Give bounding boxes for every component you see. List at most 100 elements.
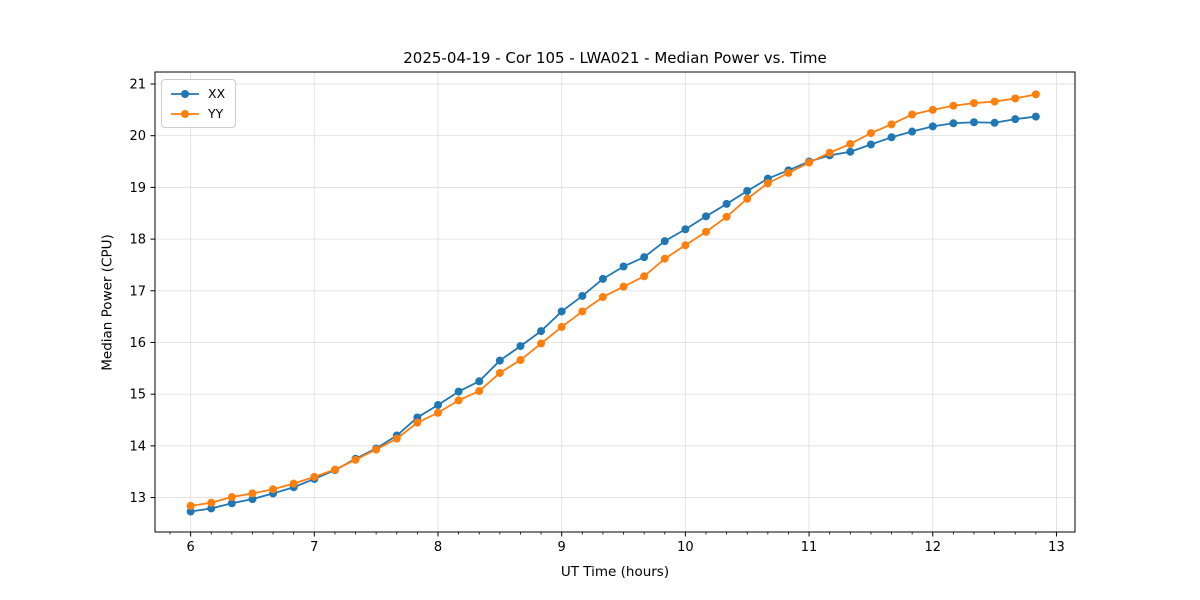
series-yy-point — [310, 472, 319, 481]
series-yy-point — [681, 241, 690, 250]
series-xx-point — [434, 401, 443, 410]
y-tick-label: 20 — [129, 129, 146, 144]
series-yy-point — [640, 272, 649, 281]
series-xx-point — [866, 140, 875, 149]
series-yy-point — [289, 479, 298, 488]
series-yy-point — [207, 498, 216, 507]
series-xx-point — [640, 253, 649, 262]
series-xx-point — [908, 127, 917, 136]
series-xx-point — [516, 342, 525, 351]
y-tick-label: 16 — [129, 336, 146, 351]
series-yy-point — [949, 101, 958, 110]
series-xx-point — [1011, 115, 1020, 124]
x-tick-label: 10 — [677, 540, 694, 555]
axes-spine — [154, 71, 1076, 533]
legend-label-yy: YY — [208, 106, 224, 121]
legend: XX YY — [161, 79, 237, 128]
series-xx-point — [598, 274, 607, 283]
series-yy-point — [846, 139, 855, 148]
series-yy-point — [990, 97, 999, 106]
series-yy-point — [537, 339, 546, 348]
series-yy-point — [351, 455, 360, 464]
series-yy-point — [722, 212, 731, 221]
y-tick-label: 13 — [129, 491, 146, 506]
series-yy-point — [557, 322, 566, 331]
series-xx-point — [887, 133, 896, 142]
series-xx-point — [619, 262, 628, 271]
series-yy-point — [578, 307, 587, 316]
series-xx-point — [743, 187, 752, 196]
series-yy-point — [619, 282, 628, 291]
series-yy-point — [887, 120, 896, 129]
y-tick-label: 17 — [129, 284, 146, 299]
series-yy-point — [516, 356, 525, 365]
series-xx-point — [248, 495, 257, 504]
legend-sample-yy — [171, 109, 199, 118]
series-yy-point — [1031, 90, 1040, 99]
series-yy-point — [660, 254, 669, 263]
series-yy-point — [866, 129, 875, 138]
legend-marker-yy — [181, 109, 189, 118]
x-tick-label: 8 — [434, 540, 442, 555]
series-yy-point — [598, 292, 607, 301]
series-xx-point — [227, 499, 236, 508]
series-xx-point — [928, 122, 937, 131]
x-tick-label: 6 — [186, 540, 194, 555]
series-yy-point — [805, 158, 814, 167]
series-xx-point — [681, 225, 690, 234]
series-yy-point — [434, 408, 443, 417]
series-xx-point — [722, 199, 731, 208]
series-yy-point — [269, 485, 278, 494]
x-tick-label: 12 — [924, 540, 941, 555]
y-tick-label: 15 — [129, 388, 146, 403]
series-yy-point — [454, 396, 463, 405]
series-yy-point — [495, 368, 504, 377]
series-yy-point — [928, 105, 937, 114]
legend-marker-xx — [181, 89, 189, 98]
series-xx-point — [1031, 112, 1040, 121]
legend-item-xx: XX — [170, 86, 225, 101]
legend-sample-xx — [171, 89, 199, 98]
series-xx-point — [578, 291, 587, 300]
x-axis-label: UT Time (hours) — [560, 564, 670, 580]
series-yy-point — [784, 168, 793, 177]
y-axis-label: Median Power (CPU) — [99, 234, 116, 371]
chart-title: 2025-04-19 - Cor 105 - LWA021 - Median P… — [403, 49, 827, 67]
series-xx-point — [537, 327, 546, 336]
series-yy-point — [701, 227, 710, 236]
series-yy-line — [189, 93, 1037, 507]
x-tick-label: 9 — [558, 540, 566, 555]
series-yy-point — [227, 493, 236, 502]
series-yy-point — [825, 148, 834, 157]
series-yy-point — [763, 179, 772, 188]
series-xx-point — [701, 212, 710, 221]
series-xx-point — [475, 377, 484, 386]
series-yy-point — [392, 434, 401, 443]
series-xx-point — [186, 507, 195, 516]
x-tick-label: 13 — [1048, 540, 1065, 555]
series-yy-point — [330, 465, 339, 474]
y-tick-label: 18 — [129, 233, 146, 248]
series-xx-point — [990, 118, 999, 127]
series-xx-point — [949, 119, 958, 128]
legend-item-yy: YY — [170, 106, 225, 121]
series-yy-point — [372, 445, 381, 454]
series-yy-point — [743, 194, 752, 203]
series-xx-point — [846, 147, 855, 156]
x-tick-label: 11 — [801, 540, 818, 555]
y-tick-label: 14 — [129, 439, 146, 454]
series-xx-point — [557, 307, 566, 316]
series-yy-point — [969, 99, 978, 108]
series-xx-point — [454, 387, 463, 396]
y-tick-label: 19 — [129, 181, 146, 196]
series-yy-point — [186, 501, 195, 510]
series-xx-line — [189, 115, 1037, 513]
x-tick-label: 7 — [310, 540, 318, 555]
legend-label-xx: XX — [208, 86, 226, 101]
series-yy-point — [475, 387, 484, 396]
series-yy-point — [413, 418, 422, 427]
series-xx-point — [969, 118, 978, 127]
y-tick-label: 21 — [129, 77, 146, 92]
